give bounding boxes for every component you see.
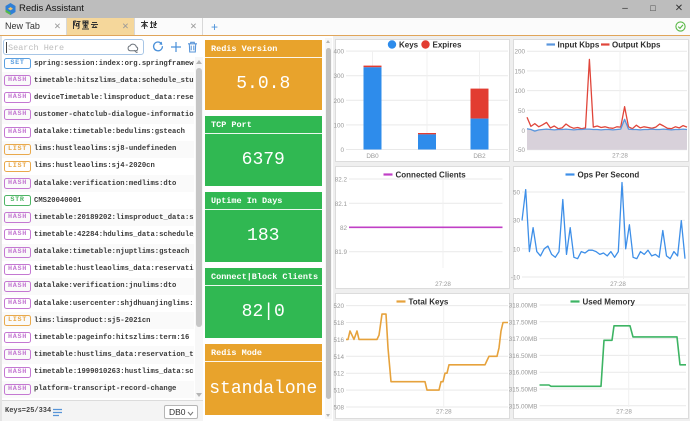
svg-text:315.00MB: 315.00MB	[509, 403, 538, 410]
svg-text:DB2: DB2	[473, 153, 486, 160]
svg-text:100: 100	[514, 88, 525, 95]
svg-text:316.50MB: 316.50MB	[509, 353, 538, 360]
svg-text:27:28: 27:28	[612, 153, 628, 160]
svg-text:DB0: DB0	[366, 153, 379, 160]
svg-text:-50: -50	[516, 147, 526, 154]
svg-text:-10: -10	[511, 275, 521, 282]
svg-text:200: 200	[333, 98, 344, 105]
svg-text:318.00MB: 318.00MB	[509, 303, 538, 310]
svg-text:514: 514	[333, 354, 344, 361]
svg-text:Ops Per Second: Ops Per Second	[578, 171, 640, 180]
svg-text:512: 512	[333, 371, 344, 378]
svg-text:317.00MB: 317.00MB	[509, 336, 538, 343]
svg-text:81.9: 81.9	[335, 249, 348, 256]
svg-text:Used Memory: Used Memory	[583, 298, 636, 307]
svg-text:300: 300	[333, 73, 344, 80]
svg-text:27:28: 27:28	[616, 409, 632, 416]
svg-text:518: 518	[333, 320, 344, 327]
svg-text:Input Kbps: Input Kbps	[558, 41, 600, 50]
svg-text:400: 400	[333, 49, 344, 56]
svg-text:0: 0	[340, 147, 344, 154]
svg-text:317.50MB: 317.50MB	[509, 319, 538, 326]
svg-text:82.2: 82.2	[335, 177, 348, 184]
svg-text:Expires: Expires	[433, 41, 462, 50]
svg-text:150: 150	[514, 68, 525, 75]
svg-text:315.50MB: 315.50MB	[509, 387, 538, 394]
svg-text:100: 100	[333, 122, 344, 129]
svg-text:Total Keys: Total Keys	[409, 298, 449, 307]
svg-text:516: 516	[333, 337, 344, 344]
svg-text:27:28: 27:28	[610, 281, 626, 288]
svg-text:27:28: 27:28	[435, 281, 451, 288]
svg-text:27:28: 27:28	[436, 409, 452, 416]
svg-text:50: 50	[518, 108, 526, 115]
svg-text:Connected Clients: Connected Clients	[396, 171, 467, 180]
svg-text:10: 10	[513, 246, 521, 253]
svg-text:82: 82	[340, 225, 348, 232]
svg-text:0: 0	[521, 128, 525, 135]
svg-text:30: 30	[513, 218, 521, 225]
svg-text:50: 50	[513, 190, 521, 197]
svg-text:508: 508	[333, 405, 344, 412]
svg-text:510: 510	[333, 388, 344, 395]
svg-text:Output Kbps: Output Kbps	[612, 41, 661, 50]
svg-text:316.00MB: 316.00MB	[509, 370, 538, 377]
svg-text:520: 520	[333, 303, 344, 310]
svg-text:200: 200	[514, 49, 525, 56]
svg-text:Keys: Keys	[399, 41, 419, 50]
svg-text:82.1: 82.1	[335, 201, 348, 208]
